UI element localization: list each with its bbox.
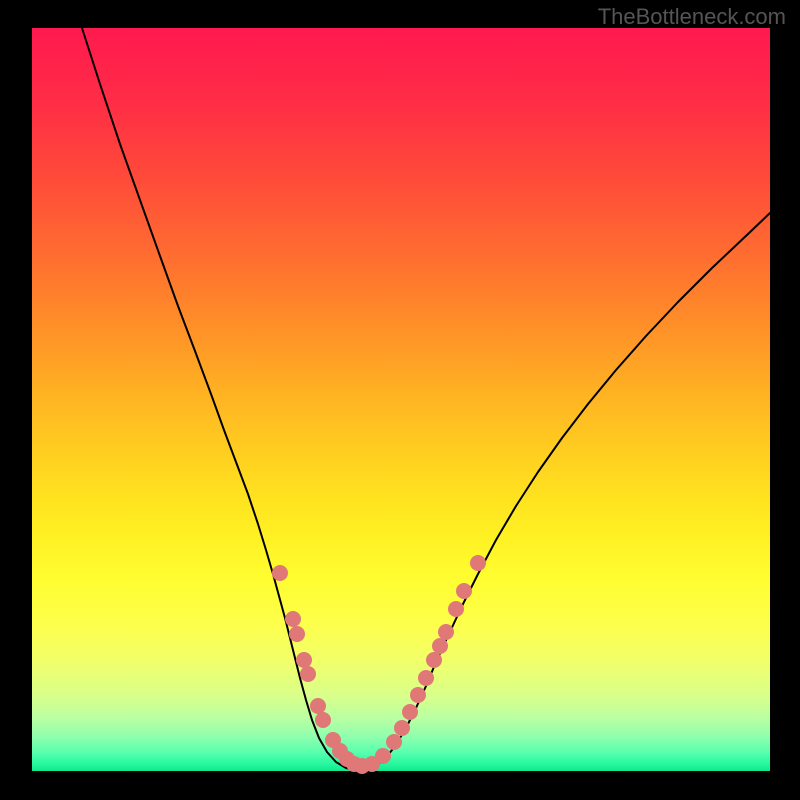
curve-left-branch [82, 28, 355, 770]
data-point-marker [310, 698, 326, 714]
data-point-marker [402, 704, 418, 720]
data-markers [272, 555, 486, 774]
data-point-marker [285, 611, 301, 627]
data-point-marker [315, 712, 331, 728]
data-point-marker [300, 666, 316, 682]
data-point-marker [470, 555, 486, 571]
data-point-marker [418, 670, 434, 686]
data-point-marker [296, 652, 312, 668]
watermark-text: TheBottleneck.com [598, 4, 786, 30]
data-point-marker [394, 720, 410, 736]
data-point-marker [456, 583, 472, 599]
data-point-marker [410, 687, 426, 703]
data-point-marker [375, 748, 391, 764]
data-point-marker [289, 626, 305, 642]
bottleneck-curve [32, 28, 770, 771]
data-point-marker [426, 652, 442, 668]
data-point-marker [386, 734, 402, 750]
data-point-marker [448, 601, 464, 617]
curve-right-branch [355, 213, 770, 770]
data-point-marker [438, 624, 454, 640]
data-point-marker [272, 565, 288, 581]
data-point-marker [432, 638, 448, 654]
plot-area [32, 28, 770, 771]
